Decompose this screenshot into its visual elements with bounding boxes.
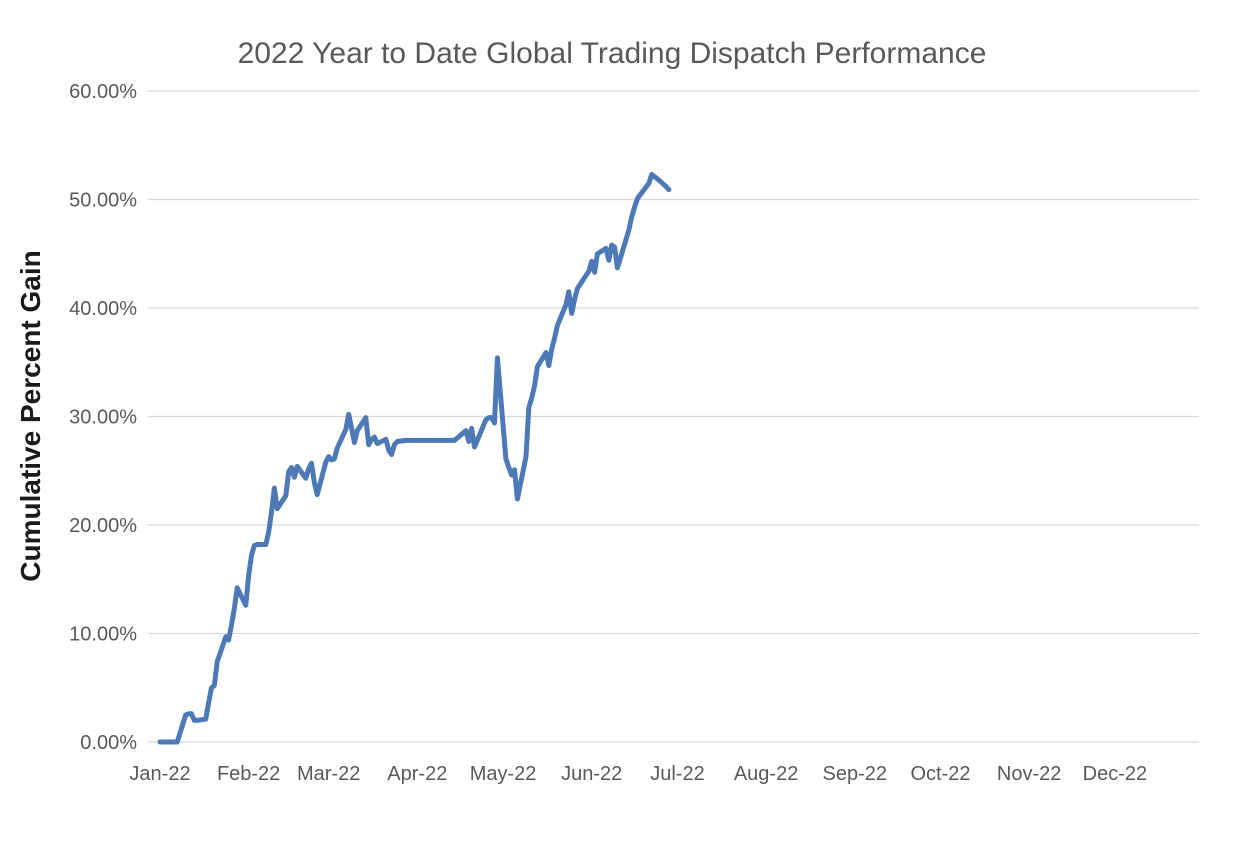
y-tick-label: 10.00% (69, 624, 137, 646)
x-tick-label: Feb-22 (217, 763, 280, 785)
x-tick-label: Oct-22 (910, 763, 970, 785)
y-tick-label: 20.00% (69, 515, 137, 537)
x-tick-label: Mar-22 (297, 763, 360, 785)
performance-data-line (157, 172, 672, 745)
y-tick-label: 30.00% (69, 407, 137, 429)
y-axis-title: Cumulative Percent Gain (15, 250, 46, 581)
y-tick-label: 0.00% (80, 732, 137, 754)
y-tick-label: 60.00% (69, 81, 137, 103)
y-axis-tick-labels: 0.00% 10.00% 20.00% 30.00% 40.00% 50.00% 60.00… (69, 81, 137, 754)
x-tick-label: Jul-22 (650, 763, 704, 785)
x-tick-label: Aug-22 (734, 763, 799, 785)
chart-title: 2022 Year to Date Global Trading Dispatc… (238, 37, 987, 70)
x-axis-tick-labels: Jan-22 Feb-22 Mar-22 Apr-22 May-22 Jun-22 Jul-… (129, 763, 1147, 785)
x-tick-label: Jun-22 (561, 763, 622, 785)
x-tick-label: May-22 (470, 763, 537, 785)
gridlines (148, 90, 1199, 743)
y-tick-label: 50.00% (69, 190, 137, 212)
x-tick-label: Apr-22 (387, 763, 447, 785)
x-tick-label: Jan-22 (129, 763, 190, 785)
x-tick-label: Sep-22 (822, 763, 887, 785)
x-tick-label: Nov-22 (997, 763, 1061, 785)
x-tick-label: Dec-22 (1083, 763, 1147, 785)
y-tick-label: 40.00% (69, 298, 137, 320)
